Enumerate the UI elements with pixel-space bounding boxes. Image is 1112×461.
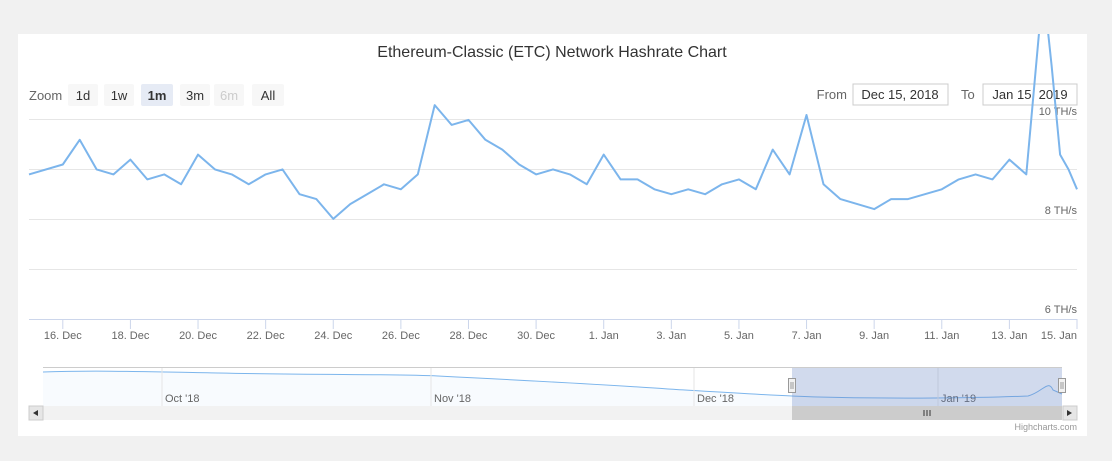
navigator-label-oct: Oct '18: [165, 393, 200, 405]
range-button-label[interactable]: 1d: [76, 88, 90, 103]
to-date-input[interactable]: Jan 15, 2019: [982, 83, 1078, 106]
range-button-label[interactable]: 3m: [186, 88, 204, 103]
from-date-value[interactable]: Dec 15, 2018: [861, 87, 938, 102]
chart-container: Ethereum-Classic (ETC) Network Hashrate …: [18, 34, 1087, 436]
x-tick-label: 11. Jan: [924, 330, 959, 342]
navigator-background: [43, 367, 1077, 406]
range-button-3m[interactable]: 3m: [180, 84, 210, 106]
from-date-input-box[interactable]: [852, 83, 949, 106]
y-tick-label: 6 TH/s: [1045, 304, 1078, 316]
range-button-bg[interactable]: [68, 84, 98, 106]
navigator-outside-mask: [43, 367, 792, 406]
range-button-bg[interactable]: [104, 84, 134, 106]
range-button-label[interactable]: 1w: [111, 88, 128, 103]
navigator-left-handle[interactable]: [788, 378, 796, 393]
range-button-bg[interactable]: [180, 84, 210, 106]
navigator-selected-range[interactable]: [792, 367, 1062, 406]
range-button-1w[interactable]: 1w: [104, 84, 134, 106]
range-button-bg[interactable]: [252, 84, 284, 106]
credits-link[interactable]: Highcharts.com: [1014, 422, 1077, 432]
to-date-value[interactable]: Jan 15, 2019: [992, 87, 1067, 102]
navigator-left-handle-box[interactable]: [788, 378, 796, 393]
navigator-label-jan: Jan '19: [941, 393, 976, 405]
range-button-label: 6m: [220, 88, 238, 103]
navigator-label-dec: Dec '18: [697, 393, 734, 405]
to-label: To: [961, 87, 975, 102]
x-axis-ticks: [62, 319, 1078, 329]
range-button-All[interactable]: All: [252, 84, 284, 106]
navigator-series-area: [43, 371, 1062, 406]
x-tick-label: 16. Dec: [44, 330, 82, 342]
navigator-label-nov: Nov '18: [434, 393, 471, 405]
x-tick-label: 26. Dec: [382, 330, 420, 342]
arrow-right-icon: [1067, 410, 1072, 416]
range-button-1d[interactable]: 1d: [68, 84, 98, 106]
navigator[interactable]: Oct '18 Nov '18 Dec '18 Jan '19: [42, 367, 1077, 406]
arrow-left-icon: [33, 410, 38, 416]
x-tick-label: 9. Jan: [859, 330, 889, 342]
y-axis-labels: 6 TH/s8 TH/s10 TH/s12 TH/s: [1039, 106, 1078, 316]
x-tick-label: 5. Jan: [724, 330, 754, 342]
x-tick-label: 30. Dec: [517, 330, 555, 342]
x-tick-label: 20. Dec: [179, 330, 217, 342]
range-button-bg[interactable]: [141, 84, 173, 106]
x-tick-label: 18. Dec: [111, 330, 149, 342]
range-button-label[interactable]: 1m: [148, 88, 167, 103]
zoom-label: Zoom: [29, 88, 62, 103]
from-label: From: [817, 87, 847, 102]
hashrate-chart-svg: Ethereum-Classic (ETC) Network Hashrate …: [28, 34, 1078, 432]
y-grid-lines: [29, 119, 1077, 270]
y-tick-label: 8 TH/s: [1045, 205, 1078, 217]
y-tick-label: 10 TH/s: [1039, 106, 1078, 118]
from-date-input[interactable]: Dec 15, 2018: [852, 83, 949, 106]
navigator-right-handle-box[interactable]: [1058, 378, 1066, 393]
x-axis-labels: 16. Dec 18. Dec 20. Dec 22. Dec 24. Dec 26. D…: [44, 330, 1077, 342]
x-tick-label: 1. Jan: [589, 330, 619, 342]
x-tick-label: 28. Dec: [450, 330, 488, 342]
range-button-bg: [214, 84, 244, 106]
x-tick-label: 13. Jan: [991, 330, 1027, 342]
chart-title: Ethereum-Classic (ETC) Network Hashrate …: [377, 44, 727, 61]
x-tick-label: 7. Jan: [792, 330, 822, 342]
x-tick-label: 24. Dec: [314, 330, 352, 342]
navigator-series-line: [42, 370, 1063, 399]
range-button-6m: 6m: [214, 84, 244, 106]
range-button-1m[interactable]: 1m: [141, 84, 173, 106]
x-tick-label: 3. Jan: [656, 330, 686, 342]
range-button-label[interactable]: All: [261, 88, 276, 103]
scrollbar[interactable]: [28, 405, 1078, 421]
hashrate-series-line[interactable]: [28, 34, 1078, 220]
range-selector-buttons: 1d 1w 1m 3m 6m All: [68, 84, 284, 106]
navigator-right-handle[interactable]: [1058, 378, 1066, 393]
x-tick-label: 15. Jan: [1041, 330, 1077, 342]
x-tick-label: 22. Dec: [247, 330, 285, 342]
